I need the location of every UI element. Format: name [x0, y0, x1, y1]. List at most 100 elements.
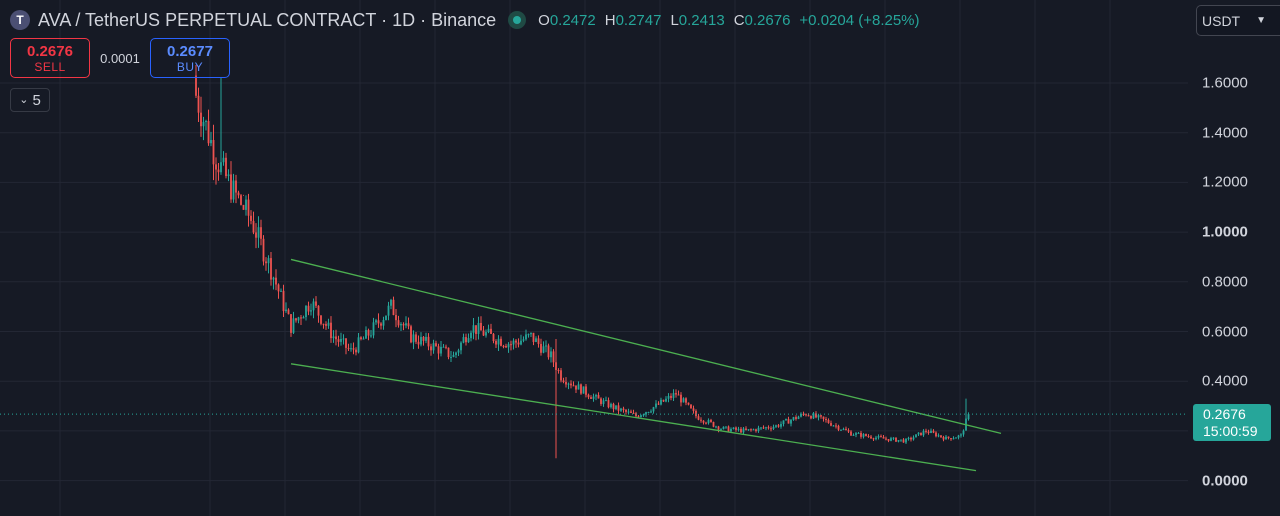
indicators-toggle-button[interactable]: ⌄ 5 — [10, 88, 50, 112]
candle-body — [272, 277, 275, 280]
candle-body — [305, 305, 307, 318]
candle-body — [815, 413, 817, 418]
currency-select[interactable]: USDT ▼ — [1196, 5, 1280, 36]
candle-body — [350, 348, 352, 350]
candle-body — [550, 351, 552, 358]
candle-body — [687, 402, 690, 405]
candle-body — [355, 349, 357, 353]
candle-body — [385, 315, 387, 320]
candle-body — [867, 436, 870, 438]
candle-body — [760, 427, 762, 429]
candle-body — [302, 317, 305, 319]
price-tick-label: 1.0000 — [1202, 223, 1248, 241]
candle-body — [905, 438, 907, 443]
candle-body — [532, 332, 535, 342]
candle-body — [677, 394, 680, 396]
candle-body — [287, 309, 290, 315]
candle-body — [207, 121, 210, 144]
candle-body — [915, 434, 917, 438]
price-scale[interactable]: 1.6000 1.4000 1.2000 1.0000 0.8000 0.6000 0.40… — [1188, 0, 1280, 516]
candle-body — [367, 329, 370, 336]
sell-button[interactable]: 0.2676 SELL — [10, 38, 90, 78]
candle-body — [517, 342, 520, 345]
candle-body — [382, 319, 385, 326]
candle-body — [762, 427, 765, 429]
candle-body — [587, 394, 590, 398]
candle-body — [515, 340, 517, 343]
candle-body — [757, 427, 760, 432]
candle-body — [630, 411, 632, 413]
candle-body — [825, 418, 827, 420]
candle-body — [840, 429, 842, 431]
candle-body — [952, 438, 955, 440]
candle-body — [277, 284, 280, 292]
candle-body — [720, 429, 722, 431]
candle-body — [425, 336, 427, 341]
sell-price: 0.2676 — [27, 42, 73, 60]
candle-body — [702, 420, 705, 423]
candle-body — [257, 227, 260, 238]
candle-body — [585, 386, 587, 395]
candle-body — [875, 437, 877, 440]
candle-body — [865, 434, 867, 437]
candle-body — [212, 140, 215, 165]
candle-body — [472, 325, 475, 333]
candle-body — [217, 169, 220, 173]
price-chart[interactable] — [0, 0, 1188, 516]
candle-body — [342, 338, 345, 340]
candle-body — [632, 412, 635, 414]
candle-body — [670, 395, 672, 398]
candle-body — [330, 322, 332, 339]
candle-body — [820, 415, 822, 417]
candle-body — [892, 437, 895, 439]
candle-body — [380, 323, 382, 326]
candle-body — [387, 305, 390, 316]
trendline-lower — [290, 363, 977, 472]
candle-body — [950, 438, 952, 440]
candle-body — [887, 439, 890, 441]
candle-body — [415, 334, 417, 342]
candle-body — [442, 346, 445, 348]
candle-body — [610, 403, 612, 408]
candle-body — [637, 416, 640, 418]
candle-body — [605, 400, 607, 402]
candle-body — [765, 427, 767, 429]
spread-value: 0.0001 — [100, 50, 140, 66]
trendline-upper — [290, 258, 1002, 435]
buy-button[interactable]: 0.2677 BUY — [150, 38, 230, 78]
candle-body — [622, 408, 625, 410]
bar-countdown: 15:00:59 — [1203, 423, 1258, 439]
candle-body — [295, 318, 297, 321]
candle-body — [900, 439, 902, 441]
candle-body — [725, 426, 727, 428]
candle-body — [932, 430, 935, 433]
candle-body — [397, 320, 400, 326]
candle-body — [850, 431, 852, 436]
candle-body — [320, 315, 322, 324]
candle-body — [912, 437, 915, 440]
candle-body — [672, 393, 675, 398]
chevron-down-icon: ⌄ — [19, 93, 29, 106]
candle-body — [847, 430, 850, 432]
buy-price: 0.2677 — [167, 42, 213, 60]
candle-body — [315, 301, 317, 306]
candle-body — [767, 427, 770, 429]
candle-body — [497, 338, 500, 345]
candle-body — [777, 425, 780, 427]
candle-body — [872, 438, 875, 440]
candle-body — [337, 339, 340, 342]
candle-body — [445, 346, 447, 348]
candle-body — [697, 416, 700, 420]
candle-body — [717, 426, 720, 430]
candle-body — [370, 335, 372, 337]
candle-body — [432, 343, 435, 351]
symbol-title[interactable]: AVA / TetherUS PERPETUAL CONTRACT · 1D ·… — [38, 9, 497, 30]
candle-body — [232, 180, 235, 200]
candle-body — [205, 121, 207, 123]
candle-body — [352, 348, 355, 350]
indicators-count: 5 — [32, 91, 41, 109]
price-tick-label: 0.0000 — [1202, 472, 1248, 490]
candle-body — [542, 346, 545, 353]
candle-body — [925, 430, 927, 432]
open-label: O — [538, 11, 550, 29]
